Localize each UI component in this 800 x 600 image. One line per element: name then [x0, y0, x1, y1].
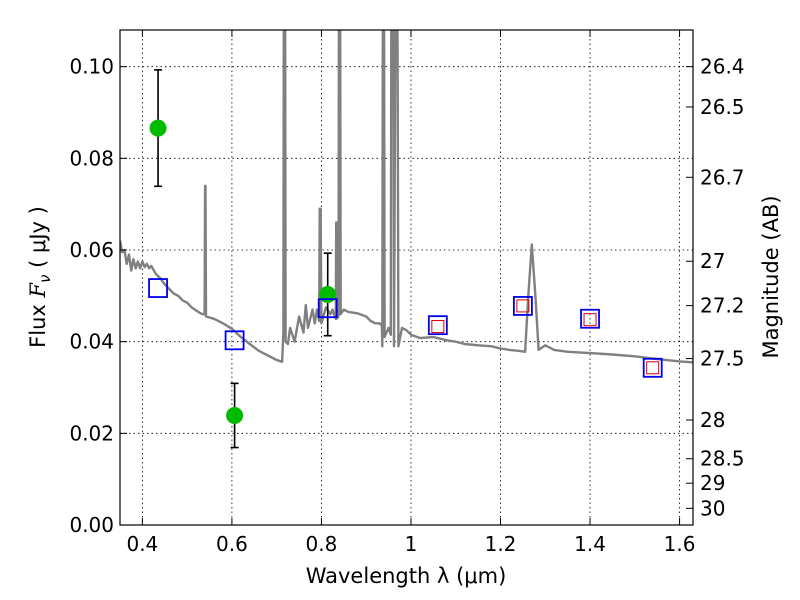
- y2-tick-label: 27.5: [700, 347, 745, 371]
- model-photometry-square: [642, 357, 663, 378]
- x-tick-label: 0.6: [216, 532, 248, 556]
- y-axis-title-post: ( μJy ): [26, 206, 50, 274]
- upper-limit-square: [431, 320, 445, 334]
- upper-limit-square: [516, 299, 530, 313]
- y2-tick-label: 28: [700, 408, 725, 432]
- y2-tick-label: 26.4: [700, 55, 745, 79]
- data-marks: [148, 69, 663, 449]
- y2-axis-title: Magnitude (AB): [759, 195, 783, 358]
- y2-tick-label: 26.7: [700, 165, 745, 189]
- observed-photometry-point: [226, 406, 244, 424]
- y-tick-label: 0.08: [69, 146, 114, 170]
- observed-photometry-point: [149, 119, 167, 137]
- model-photometry-square: [580, 308, 600, 329]
- upper-limit-square: [646, 361, 660, 375]
- y-axis-title-pre: Flux: [26, 298, 50, 348]
- model-photometry-square: [317, 298, 338, 319]
- model-photometry-square: [224, 330, 245, 351]
- y-axis-title-var: F: [26, 282, 50, 299]
- y2-tick-label: 27: [700, 249, 725, 273]
- upper-limit-square: [583, 313, 597, 327]
- y-tick-label: 0.04: [69, 330, 114, 354]
- y-tick-label: 0.00: [69, 513, 114, 537]
- y-tick-label: 0.02: [69, 421, 114, 445]
- y-axis-title: Flux Fν ( μJy ): [26, 206, 54, 348]
- x-tick-label: 1.2: [485, 532, 517, 556]
- x-tick-label: 0.4: [126, 532, 158, 556]
- y2-tick-label: 29: [700, 471, 725, 495]
- model-photometry-square: [427, 315, 448, 336]
- model-spectrum-line: [120, 30, 693, 364]
- x-tick-label: 0.8: [306, 532, 338, 556]
- x-tick-label: 1.4: [574, 532, 606, 556]
- plot-frame: [119, 29, 694, 526]
- y2-tick-label: 27.2: [700, 294, 745, 318]
- x-axis-title: Wavelength λ (μm): [306, 564, 507, 588]
- y2-tick-label: 28.5: [700, 447, 745, 471]
- y2-tick-label: 26.5: [700, 95, 745, 119]
- grid-lines: [120, 30, 693, 525]
- axis-ticks: 0.4 0.6 0.8 1 1.2 1.4 1.6 0.00 0.02 0.04 0.06 0.08 0…: [69, 30, 745, 556]
- model-photometry-square: [148, 278, 168, 298]
- x-tick-label: 1.6: [664, 532, 696, 556]
- y-tick-label: 0.10: [69, 55, 114, 79]
- y-tick-label: 0.06: [69, 238, 114, 262]
- model-photometry-square: [512, 296, 533, 316]
- x-tick-label: 1: [405, 532, 418, 556]
- model-spectrum-layer: [120, 30, 693, 364]
- y2-tick-label: 30: [700, 496, 725, 520]
- y-axis-title-sub: ν: [36, 275, 54, 283]
